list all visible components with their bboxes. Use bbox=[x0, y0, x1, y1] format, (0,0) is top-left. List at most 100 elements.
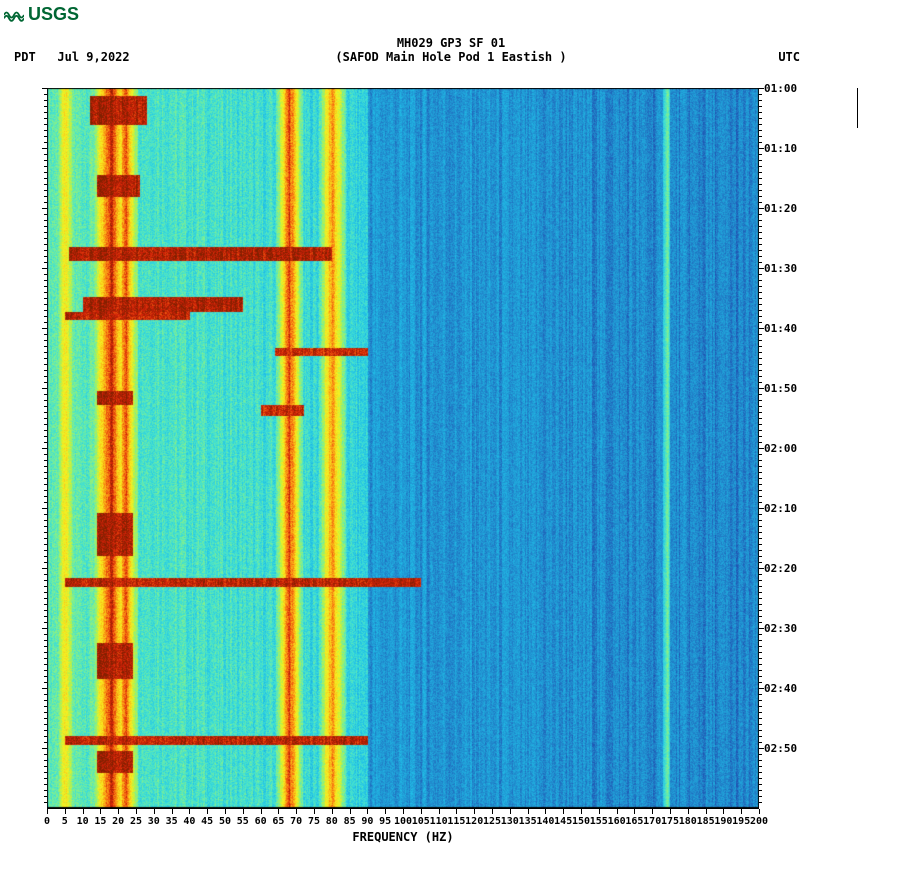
x-tick bbox=[243, 809, 244, 814]
x-tick-label: 120 bbox=[465, 816, 483, 827]
x-tick-label: 15 bbox=[94, 816, 106, 827]
x-tick-label: 135 bbox=[519, 816, 537, 827]
x-tick bbox=[723, 809, 724, 814]
x-tick bbox=[350, 809, 351, 814]
y-label-utc: 02:10 bbox=[764, 502, 797, 515]
x-tick bbox=[563, 809, 564, 814]
x-tick bbox=[439, 809, 440, 814]
x-tick bbox=[278, 809, 279, 814]
x-tick-label: 25 bbox=[130, 816, 142, 827]
x-tick bbox=[296, 809, 297, 814]
x-tick bbox=[456, 809, 457, 814]
x-tick-label: 10 bbox=[77, 816, 89, 827]
x-tick bbox=[421, 809, 422, 814]
y-label-utc: 01:20 bbox=[764, 202, 797, 215]
x-tick bbox=[261, 809, 262, 814]
x-tick bbox=[100, 809, 101, 814]
y-label-utc: 01:40 bbox=[764, 322, 797, 335]
x-tick-label: 70 bbox=[290, 816, 302, 827]
x-tick-label: 180 bbox=[679, 816, 697, 827]
x-tick-label: 85 bbox=[344, 816, 356, 827]
y-label-utc: 02:30 bbox=[764, 622, 797, 635]
x-tick-label: 0 bbox=[44, 816, 50, 827]
y-label-utc: 02:40 bbox=[764, 682, 797, 695]
x-tick-label: 75 bbox=[308, 816, 320, 827]
x-tick-label: 195 bbox=[732, 816, 750, 827]
title-line-2: (SAFOD Main Hole Pod 1 Eastish ) bbox=[0, 50, 902, 64]
x-tick bbox=[172, 809, 173, 814]
x-tick-label: 130 bbox=[501, 816, 519, 827]
x-tick bbox=[154, 809, 155, 814]
x-tick-label: 115 bbox=[447, 816, 465, 827]
x-tick-label: 35 bbox=[166, 816, 178, 827]
x-tick bbox=[670, 809, 671, 814]
x-tick-label: 5 bbox=[62, 816, 68, 827]
y-tick-left bbox=[42, 508, 47, 509]
y-label-utc: 02:50 bbox=[764, 742, 797, 755]
x-tick-label: 185 bbox=[697, 816, 715, 827]
x-tick-label: 80 bbox=[326, 816, 338, 827]
x-tick bbox=[510, 809, 511, 814]
x-tick-label: 110 bbox=[430, 816, 448, 827]
y-tick-left bbox=[42, 568, 47, 569]
x-tick-label: 155 bbox=[590, 816, 608, 827]
x-tick-label: 140 bbox=[536, 816, 554, 827]
chart-title: MH029 GP3 SF 01 (SAFOD Main Hole Pod 1 E… bbox=[0, 36, 902, 64]
x-tick-label: 145 bbox=[554, 816, 572, 827]
y-label-utc: 01:00 bbox=[764, 82, 797, 95]
x-tick-label: 175 bbox=[661, 816, 679, 827]
y-tick-left bbox=[42, 148, 47, 149]
x-tick-label: 200 bbox=[750, 816, 768, 827]
y-tick-left bbox=[42, 268, 47, 269]
x-tick-label: 105 bbox=[412, 816, 430, 827]
x-tick bbox=[385, 809, 386, 814]
x-tick-label: 150 bbox=[572, 816, 590, 827]
x-tick-label: 160 bbox=[608, 816, 626, 827]
tz-left: PDT bbox=[14, 50, 36, 64]
x-tick bbox=[652, 809, 653, 814]
y-tick-left bbox=[42, 448, 47, 449]
x-tick bbox=[47, 809, 48, 814]
y-label-utc: 01:10 bbox=[764, 142, 797, 155]
y-tick-left bbox=[42, 628, 47, 629]
title-line-1: MH029 GP3 SF 01 bbox=[0, 36, 902, 50]
x-tick-label: 125 bbox=[483, 816, 501, 827]
y-tick-left bbox=[42, 388, 47, 389]
x-tick-label: 170 bbox=[643, 816, 661, 827]
x-tick-label: 190 bbox=[714, 816, 732, 827]
x-tick bbox=[634, 809, 635, 814]
x-tick-label: 45 bbox=[201, 816, 213, 827]
x-tick-label: 100 bbox=[394, 816, 412, 827]
x-tick-label: 60 bbox=[255, 816, 267, 827]
x-tick-label: 40 bbox=[183, 816, 195, 827]
y-label-utc: 02:20 bbox=[764, 562, 797, 575]
x-tick bbox=[474, 809, 475, 814]
x-tick bbox=[65, 809, 66, 814]
usgs-logo-text: USGS bbox=[28, 4, 79, 25]
x-tick bbox=[741, 809, 742, 814]
x-tick-label: 55 bbox=[237, 816, 249, 827]
x-tick-label: 165 bbox=[625, 816, 643, 827]
x-tick bbox=[314, 809, 315, 814]
x-tick bbox=[545, 809, 546, 814]
tz-right: UTC bbox=[778, 50, 800, 64]
x-tick bbox=[207, 809, 208, 814]
y-tick-left bbox=[42, 688, 47, 689]
x-tick-label: 20 bbox=[112, 816, 124, 827]
y-tick-left bbox=[42, 208, 47, 209]
x-tick bbox=[136, 809, 137, 814]
x-tick-label: 65 bbox=[272, 816, 284, 827]
x-tick-label: 90 bbox=[361, 816, 373, 827]
x-tick-label: 95 bbox=[379, 816, 391, 827]
x-tick-label: 30 bbox=[148, 816, 160, 827]
x-tick bbox=[581, 809, 582, 814]
y-tick-left bbox=[42, 748, 47, 749]
x-tick bbox=[706, 809, 707, 814]
y-tick-left bbox=[42, 328, 47, 329]
x-tick bbox=[688, 809, 689, 814]
x-tick bbox=[492, 809, 493, 814]
colorbar-stub bbox=[857, 88, 858, 128]
x-axis-title: FREQUENCY (HZ) bbox=[47, 830, 759, 844]
x-tick bbox=[528, 809, 529, 814]
x-tick bbox=[367, 809, 368, 814]
